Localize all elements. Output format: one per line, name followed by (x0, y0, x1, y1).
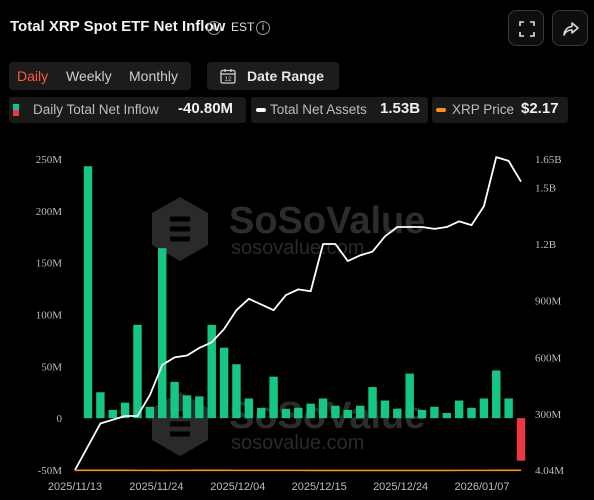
legend-label: XRP Price (452, 102, 515, 117)
legend-total-net-assets[interactable]: Total Net Assets 1.53B (251, 97, 428, 123)
watermark-url: sosovalue.com (231, 237, 364, 259)
inflow-bar (368, 387, 377, 419)
x-axis-tick: 2025/12/15 (292, 481, 347, 493)
inflow-bar (219, 347, 229, 419)
left-axis-tick: -50M (38, 465, 63, 477)
legend-value: -40.80M (178, 100, 234, 117)
watermark: SoSoValue sosovalue.com SoSoValue sosova… (152, 197, 425, 456)
chart-title: Total XRP Spot ETF Net Inflow (10, 18, 226, 35)
inflow-bar (158, 248, 167, 419)
inflow-bar (430, 406, 439, 419)
inflow-bar (479, 398, 489, 419)
calendar-icon: 12 (220, 69, 236, 84)
svg-text:12: 12 (224, 76, 232, 83)
inflow-bar (195, 396, 204, 419)
inflow-bar (256, 407, 266, 419)
inflow-bar (442, 412, 451, 419)
sosovalue-logo-icon (152, 197, 208, 261)
inflow-bar (467, 407, 476, 419)
inflow-bar (504, 398, 513, 419)
date-range-label: Date Range (247, 68, 325, 84)
left-axis-tick: 0 (57, 413, 63, 425)
share-button[interactable] (552, 10, 588, 46)
x-axis-tick: 2025/12/04 (210, 481, 265, 493)
inflow-bar (96, 392, 105, 419)
left-axis-tick: 100M (36, 310, 63, 322)
timezone-info-icon[interactable]: i (256, 21, 270, 35)
inflow-bar (380, 400, 390, 419)
left-axis-tick: 200M (36, 206, 63, 218)
inflow-bar (306, 403, 315, 419)
fullscreen-button[interactable] (508, 10, 544, 46)
inflow-bar (120, 402, 130, 419)
period-daily[interactable]: Daily (17, 68, 49, 84)
inflow-bar (331, 405, 340, 419)
inflow-bar (355, 405, 365, 419)
right-axis-tick: 4.04M (535, 465, 564, 477)
watermark-brand: SoSoValue (229, 200, 425, 242)
assets-swatch (256, 108, 266, 112)
inflow-bar (343, 409, 353, 419)
right-axis-tick: 1.5B (535, 182, 556, 194)
period-selector: Daily Weekly Monthly (9, 62, 191, 90)
right-axis-tick: 900M (535, 296, 562, 308)
watermark-url-lower: sosovalue.com (231, 432, 364, 454)
inflow-bar (405, 373, 414, 419)
price-swatch (436, 108, 446, 112)
right-axis-tick: 1.2B (535, 239, 556, 251)
legend-label: Total Net Assets (270, 102, 367, 117)
inflow-bar (170, 381, 179, 419)
right-axis-tick: 1.65B (535, 154, 562, 166)
inflow-bar (133, 324, 142, 419)
fullscreen-icon (519, 21, 535, 37)
inflow-bar (492, 370, 501, 419)
chart-canvas: SoSoValue sosovalue.com SoSoValue sosova… (36, 154, 565, 493)
date-range-button[interactable]: 12 Date Range (207, 62, 339, 90)
right-axis-tick: 300M (535, 409, 562, 421)
period-weekly[interactable]: Weekly (66, 68, 112, 84)
inflow-bar (83, 166, 93, 419)
inflow-bar (244, 398, 254, 419)
legend-daily-inflow[interactable]: Daily Total Net Inflow -40.80M (9, 97, 246, 123)
inflow-bar (417, 409, 427, 419)
left-axis-tick: 150M (36, 258, 63, 270)
inflow-bar (145, 406, 155, 419)
inflow-bar (294, 407, 303, 419)
x-axis-tick: 2025/11/24 (129, 481, 183, 493)
info-icon[interactable]: i (207, 21, 221, 35)
left-axis-tick: 250M (36, 154, 63, 166)
chart-header: Total XRP Spot ETF Net Inflow i EST i (0, 0, 594, 56)
legend-value: 1.53B (380, 100, 421, 117)
inflow-bar (318, 398, 328, 419)
x-axis-tick: 2026/01/07 (454, 481, 509, 493)
x-axis-tick: 2025/11/13 (48, 481, 102, 493)
inflow-bar (108, 409, 117, 419)
inflow-bar (269, 376, 278, 419)
inflow-bar (182, 395, 192, 419)
inflow-swatch-positive (13, 104, 19, 110)
inflow-bar (454, 400, 464, 419)
inflow-bar (516, 418, 526, 461)
legend-value: $2.17 (521, 100, 559, 117)
right-axis-tick: 600M (535, 352, 562, 364)
inflow-swatch-negative (13, 110, 19, 116)
legend-label: Daily Total Net Inflow (33, 102, 159, 117)
legend-xrp-price[interactable]: XRP Price $2.17 (432, 97, 568, 123)
inflow-bar (232, 364, 241, 419)
share-icon (563, 22, 579, 36)
period-monthly[interactable]: Monthly (129, 68, 179, 84)
inflow-bar (393, 408, 402, 419)
left-axis-tick: 50M (41, 361, 62, 373)
total-net-assets-line (74, 156, 522, 471)
inflow-bar (207, 324, 216, 419)
x-axis-tick: 2025/12/24 (373, 481, 428, 493)
timezone-label: EST (231, 20, 255, 34)
inflow-bar (281, 408, 291, 419)
